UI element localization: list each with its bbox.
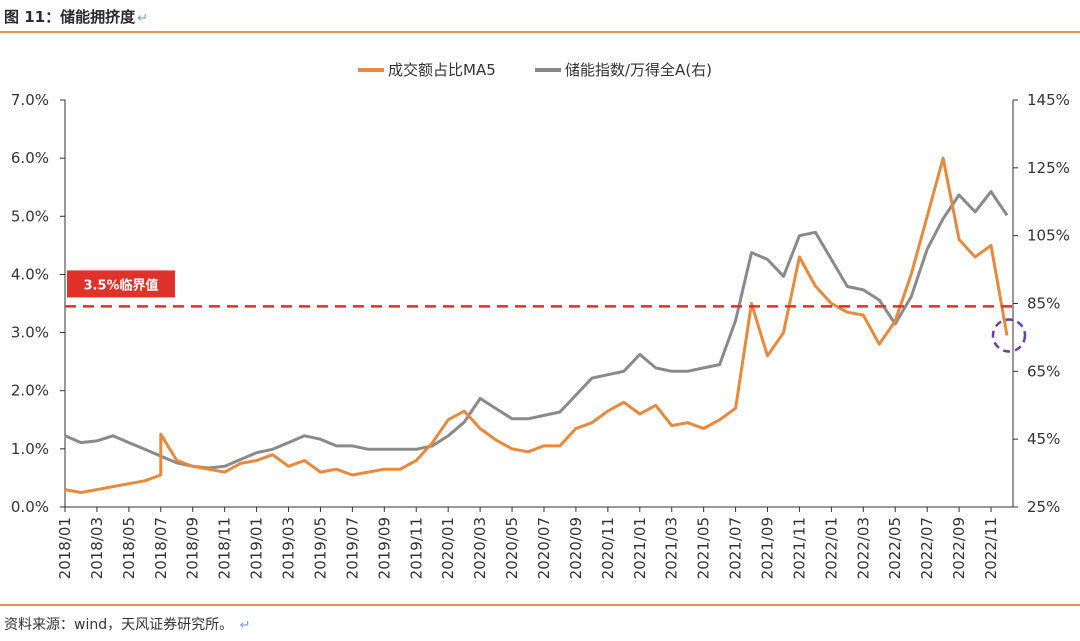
x-tick-label: 2022/09	[950, 517, 968, 579]
x-tick-label: 2019/05	[311, 517, 329, 579]
top-rule	[0, 31, 1080, 33]
y-left-tick-label: 3.0%	[11, 324, 49, 342]
threshold-layer: 3.5%临界值	[65, 270, 1027, 353]
x-tick-label: 2022/01	[822, 517, 840, 579]
y-left-tick-label: 1.0%	[11, 440, 49, 458]
x-tick-label: 2019/07	[343, 517, 361, 579]
y-right-tick-label: 25%	[1027, 498, 1060, 516]
x-tick-label: 2020/03	[471, 517, 489, 579]
figure-title: 图 11：储能拥挤度 ↵	[4, 6, 148, 27]
legend-label-orange: 成交额占比MA5	[388, 61, 496, 79]
x-tick-label: 2019/03	[280, 517, 298, 579]
x-tick-label: 2020/01	[439, 517, 457, 579]
series-line-gray	[64, 190, 1009, 470]
y-right-tick-label: 105%	[1027, 227, 1070, 245]
y-left-tick-label: 4.0%	[11, 265, 49, 283]
series-line-orange	[64, 156, 1009, 494]
series-layer	[64, 156, 1009, 494]
y-right-tick-label: 145%	[1027, 91, 1070, 109]
x-tick-label: 2021/03	[663, 517, 681, 579]
legend-label-gray: 储能指数/万得全A(右)	[565, 61, 712, 79]
axes	[64, 100, 1014, 508]
x-tick-label: 2020/05	[503, 517, 521, 579]
x-tick-label: 2020/11	[599, 517, 617, 579]
y-right-tick-label: 85%	[1027, 295, 1060, 313]
figure-title-text: 图 11：储能拥挤度	[4, 8, 136, 26]
return-mark-icon: ↵	[239, 618, 251, 633]
y-left-tick-label: 5.0%	[11, 207, 49, 225]
threshold-badge-label: 3.5%临界值	[83, 277, 158, 293]
x-tick-label: 2021/07	[727, 517, 745, 579]
x-tick-label: 2018/07	[152, 517, 170, 579]
x-tick-label: 2018/03	[88, 517, 106, 579]
x-tick-label: 2021/05	[695, 517, 713, 579]
x-tick-label: 2022/03	[854, 517, 872, 579]
source-note: 资料来源：wind，天风证券研究所。 ↵	[4, 614, 250, 634]
threshold-badge	[67, 270, 175, 298]
x-tick-label: 2019/01	[248, 517, 266, 579]
x-tick-label: 2020/07	[535, 517, 553, 579]
x-tick-label: 2018/05	[120, 517, 138, 579]
x-tick-label: 2018/01	[56, 517, 74, 579]
x-tick-label: 2021/01	[631, 517, 649, 579]
x-tick-label: 2022/07	[918, 517, 936, 579]
y-right-tick-label: 125%	[1027, 159, 1070, 177]
ticks: 0.0% 1.0% 2.0% 3.0% 4.0% 5.0% 6.0% 7.0% 25% 45% 65…	[11, 91, 1070, 579]
bottom-rule	[0, 604, 1080, 606]
source-text: 资料来源：wind，天风证券研究所。	[4, 617, 234, 633]
chart: 成交额占比MA5 储能指数/万得全A(右) 0.0% 1.0% 2.0% 3.0% 4.…	[11, 61, 1070, 579]
y-left-tick-label: 2.0%	[11, 382, 49, 400]
y-left-tick-label: 0.0%	[11, 498, 49, 516]
y-right-tick-label: 45%	[1027, 430, 1060, 448]
y-left-tick-label: 6.0%	[11, 149, 49, 167]
x-tick-label: 2018/11	[216, 517, 234, 579]
x-tick-label: 2020/09	[567, 517, 585, 579]
x-tick-label: 2019/11	[407, 517, 425, 579]
x-tick-label: 2022/11	[982, 517, 1000, 579]
x-tick-label: 2018/09	[184, 517, 202, 579]
return-mark-icon: ↵	[137, 11, 149, 26]
x-tick-label: 2019/09	[375, 517, 393, 579]
y-left-tick-label: 7.0%	[11, 91, 49, 109]
x-tick-label: 2022/05	[886, 517, 904, 579]
highlight-circle	[991, 318, 1027, 353]
y-right-tick-label: 65%	[1027, 362, 1060, 380]
legend: 成交额占比MA5 储能指数/万得全A(右)	[358, 61, 712, 79]
x-tick-label: 2021/09	[759, 517, 777, 579]
x-tick-label: 2021/11	[790, 517, 808, 579]
